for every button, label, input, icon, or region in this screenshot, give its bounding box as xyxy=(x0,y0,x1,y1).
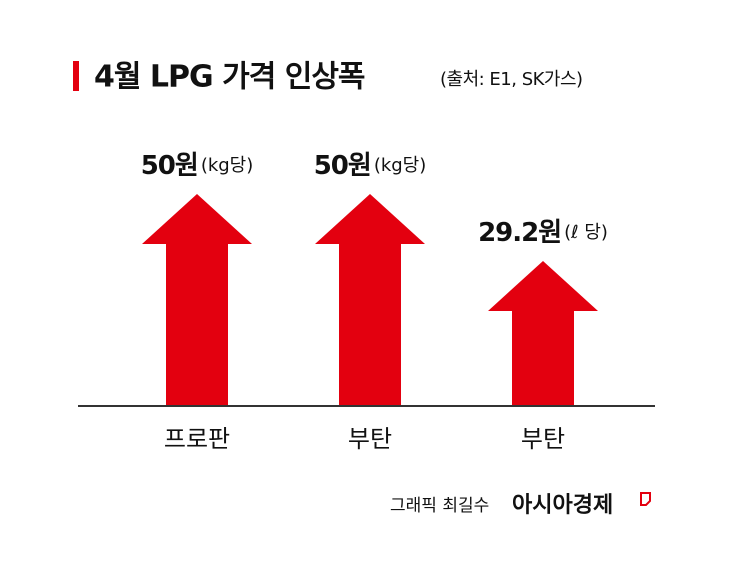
value-unit: (ℓ 당) xyxy=(564,222,608,243)
value-label: 50원 (kg당) xyxy=(314,151,427,181)
brand-icon xyxy=(640,492,651,506)
value-unit: (kg당) xyxy=(201,155,253,176)
chart-title: 4월 LPG 가격 인상폭 xyxy=(94,60,365,95)
x-tick-label: 부탄 xyxy=(521,425,565,453)
credit: 그래픽 최길수 xyxy=(390,496,489,516)
value-number: 50원 xyxy=(314,151,371,181)
brand: 아시아경제 xyxy=(512,493,613,518)
title-marker xyxy=(73,61,79,91)
value-number: 29.2원 xyxy=(478,217,561,247)
value-label: 29.2원 (ℓ 당) xyxy=(478,217,608,247)
x-tick-label: 부탄 xyxy=(348,425,392,453)
arrow-bar xyxy=(315,194,425,405)
x-tick-label: 프로판 xyxy=(164,425,230,453)
value-number: 50원 xyxy=(141,151,198,181)
arrow-bar xyxy=(488,260,598,405)
value-label: 50원 (kg당) xyxy=(141,151,254,181)
chart-subtitle: (출처: E1, SK가스) xyxy=(440,69,583,90)
value-unit: (kg당) xyxy=(374,155,426,176)
arrow-bar xyxy=(142,194,252,405)
